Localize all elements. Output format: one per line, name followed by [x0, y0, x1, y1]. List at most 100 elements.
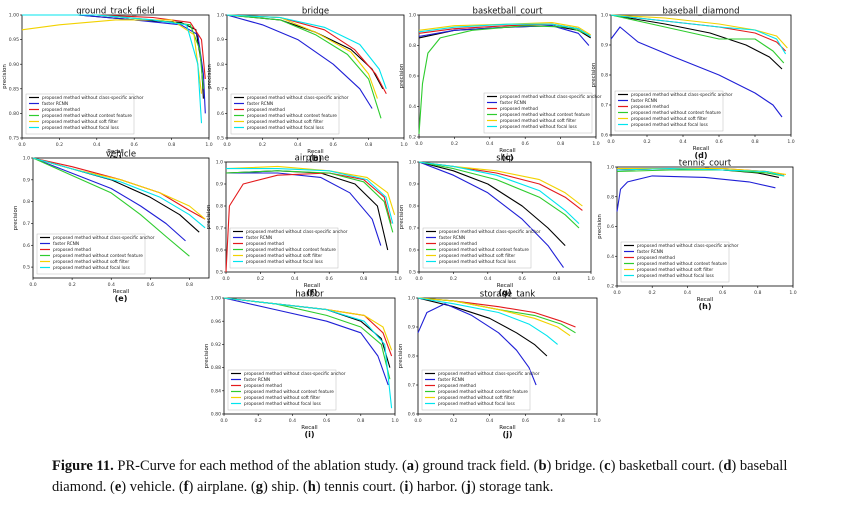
series-line-2: [616, 175, 776, 212]
x-tick-label: 0.4: [679, 139, 686, 145]
legend-entry: proposed method without focal loss: [631, 122, 709, 128]
x-tick-label: 1.0: [592, 141, 599, 147]
y-tick-label: 0.80: [211, 412, 221, 418]
chart-title: vehicle: [106, 150, 136, 160]
panel-label: (e): [115, 294, 128, 303]
x-tick-label: 0.2: [450, 276, 457, 282]
series-line-4: [225, 170, 394, 233]
caption-panel-letter: i: [404, 479, 409, 495]
legend-entry: proposed method: [53, 247, 91, 253]
x-tick-label: 0.0: [220, 418, 227, 424]
y-tick-label: 0.75: [9, 136, 19, 142]
y-tick-label: 0.8: [216, 204, 223, 210]
y-tick-label: 0.9: [409, 182, 416, 188]
panel-tennis-court: 0.0 0.2 0.4 0.6 0.8 1.00.20.40.60.81.0 tennis_…: [597, 159, 797, 312]
panel-ship: 0.0 0.2 0.4 0.6 0.8 1.0 0.5 0.6 0.7 0.8 0.9 1.0 ship…: [399, 154, 595, 298]
x-axis-label: Recall: [693, 146, 710, 152]
y-tick-label: 1.0: [601, 13, 608, 19]
caption-panel-letter: b: [538, 458, 547, 474]
x-tick-label: 0.6: [519, 276, 526, 282]
legend-entry: proposed method without context feature: [246, 247, 336, 253]
x-tick-label: 0.8: [365, 142, 372, 148]
y-tick-label: 0.80: [9, 111, 19, 117]
caption-fragment: PR-Curve for each method of the ablation…: [113, 458, 407, 474]
y-tick-label: 0.4: [607, 254, 614, 260]
series-line-2: [223, 297, 389, 386]
legend-entry: proposed method without context feature: [637, 261, 727, 267]
chart-title: harbor: [295, 290, 324, 300]
x-tick-label: 0.8: [754, 290, 761, 296]
y-tick-label: 0.8: [601, 73, 608, 79]
x-tick-label: 0.2: [255, 418, 262, 424]
caption-panel-letter: h: [307, 479, 316, 495]
y-tick-label: 0.7: [601, 103, 608, 109]
legend-entry: proposed method without soft filter: [637, 267, 713, 273]
x-tick-label: 0.0: [415, 141, 422, 147]
y-tick-label: 0.7: [409, 226, 416, 232]
x-tick-label: 0.4: [486, 141, 493, 147]
y-tick-label: 0.9: [601, 43, 608, 49]
x-axis-label: Recall: [304, 283, 321, 289]
legend: proposed method without class-specific a…: [230, 93, 349, 135]
legend-entry: proposed method without soft filter: [247, 119, 323, 125]
x-tick-label: 0.6: [326, 276, 333, 282]
x-tick-label: 0.8: [558, 418, 565, 424]
y-tick-label: 0.5: [409, 270, 416, 276]
x-tick-label: 0.0: [223, 142, 230, 148]
panel-storage-tank: 0.0 0.2 0.4 0.6 0.8 1.0 0.6 0.7 0.8 0.9 1.0 storage…: [398, 290, 601, 440]
legend-entry: faster RCNN: [631, 98, 657, 104]
x-tick-label: 0.0: [414, 418, 421, 424]
y-tick-label: 0.6: [409, 248, 416, 254]
series-line-6: [223, 297, 393, 409]
legend: proposed method without class-specific a…: [36, 233, 155, 275]
legend: proposed method without class-specific a…: [421, 369, 540, 411]
y-tick-label: 0.9: [23, 177, 30, 183]
series-line-5: [225, 165, 396, 215]
series-line-6: [32, 157, 206, 229]
y-tick-label: 0.5: [216, 270, 223, 276]
x-tick-label: 0.0: [607, 139, 614, 145]
panel-label: (c): [501, 153, 513, 162]
y-tick-label: 0.8: [409, 204, 416, 210]
legend-entry: proposed method without soft filter: [631, 116, 707, 122]
x-axis-label: Recall: [113, 289, 130, 295]
legend-entry: proposed method without focal loss: [42, 125, 120, 131]
y-axis-label: precision: [2, 64, 8, 89]
y-tick-label: 0.8: [409, 43, 416, 49]
legend-entry: proposed method without class-specific a…: [53, 235, 155, 241]
caption-label: Figure 11.: [52, 458, 114, 474]
x-tick-label: 0.6: [147, 282, 154, 288]
x-tick-label: 0.4: [684, 290, 691, 296]
series-line-2: [418, 25, 590, 46]
legend-entry: proposed method without class-specific a…: [438, 371, 540, 377]
x-tick-label: 1.0: [789, 290, 796, 296]
y-tick-label: 0.6: [409, 74, 416, 80]
x-tick-label: 0.8: [168, 142, 175, 148]
legend-entry: proposed method without focal loss: [438, 401, 516, 407]
x-tick-label: 0.4: [484, 276, 491, 282]
legend-box: [421, 369, 531, 411]
x-axis-label: Recall: [107, 149, 124, 155]
y-tick-label: 0.8: [23, 199, 30, 205]
caption-panel-letter: g: [255, 479, 263, 495]
caption-panel-letter: e: [114, 479, 122, 495]
caption-fragment: ) baseball diamond. (: [52, 458, 788, 495]
caption-fragment: ) ground track field. (: [414, 458, 539, 474]
series-line-4: [226, 14, 382, 119]
legend-entry: proposed method without class-specific a…: [247, 95, 349, 101]
x-tick-label: 0.8: [557, 141, 564, 147]
legend-entry: proposed method: [247, 107, 285, 113]
y-tick-label: 0.95: [9, 37, 19, 43]
legend-entry: proposed method without focal loss: [246, 259, 324, 265]
x-tick-label: 0.8: [360, 276, 367, 282]
x-tick-label: 1.0: [394, 276, 401, 282]
chart-title: baseball_diamond: [662, 7, 739, 17]
legend-entry: proposed method without context feature: [247, 113, 337, 119]
caption-panel-letter: a: [406, 458, 415, 474]
y-tick-label: 0.7: [217, 86, 224, 92]
series-line-5: [610, 14, 788, 49]
y-tick-label: 0.6: [601, 133, 608, 139]
series-line-6: [616, 167, 785, 177]
y-axis-label: precision: [399, 63, 405, 88]
y-tick-label: 0.9: [216, 182, 223, 188]
